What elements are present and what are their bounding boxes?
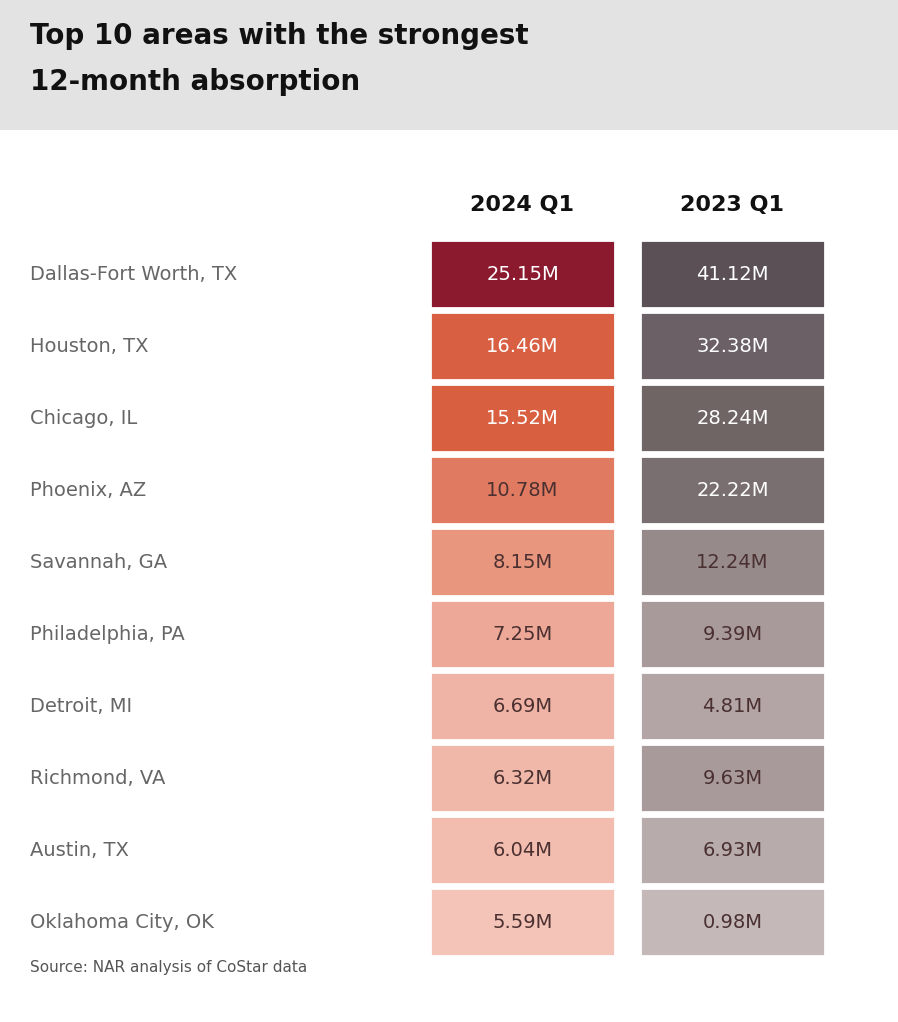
Text: 10.78M: 10.78M [487,480,559,500]
Bar [430,384,615,452]
Text: 22.22M: 22.22M [696,480,769,500]
Text: 15.52M: 15.52M [486,409,559,427]
Text: 6.69M: 6.69M [492,697,552,715]
Bar [640,744,825,812]
Bar [430,816,615,884]
Text: 32.38M: 32.38M [696,336,769,356]
Text: Source: NAR analysis of CoStar data: Source: NAR analysis of CoStar data [30,960,307,975]
Bar [430,888,615,956]
Bar [640,888,825,956]
Text: Austin, TX: Austin, TX [30,840,129,860]
Text: 7.25M: 7.25M [492,624,552,644]
Bar [0,0,898,130]
Bar [430,600,615,668]
Bar [640,312,825,380]
Text: Top 10 areas with the strongest: Top 10 areas with the strongest [30,22,529,50]
Text: Chicago, IL: Chicago, IL [30,409,137,427]
Text: Richmond, VA: Richmond, VA [30,769,165,788]
Bar [430,240,615,308]
Text: 0.98M: 0.98M [702,913,762,931]
Text: Dallas-Fort Worth, TX: Dallas-Fort Worth, TX [30,265,237,283]
Text: 6.32M: 6.32M [492,769,552,788]
Text: 8.15M: 8.15M [492,553,552,571]
Text: Philadelphia, PA: Philadelphia, PA [30,624,185,644]
Text: Oklahoma City, OK: Oklahoma City, OK [30,913,214,931]
Text: 25.15M: 25.15M [486,265,559,283]
Bar [640,528,825,596]
Text: Savannah, GA: Savannah, GA [30,553,167,571]
Text: 28.24M: 28.24M [696,409,769,427]
Bar [430,744,615,812]
Bar [640,384,825,452]
Bar [430,528,615,596]
Text: 2023 Q1: 2023 Q1 [681,195,785,215]
Text: 12-month absorption: 12-month absorption [30,68,360,96]
Bar [640,456,825,524]
Bar [430,456,615,524]
Bar [640,600,825,668]
Text: 6.93M: 6.93M [702,840,762,860]
Text: 2024 Q1: 2024 Q1 [471,195,575,215]
Text: 9.63M: 9.63M [702,769,762,788]
Text: Detroit, MI: Detroit, MI [30,697,132,715]
Text: 5.59M: 5.59M [492,913,552,931]
Text: 12.24M: 12.24M [696,553,769,571]
Bar [640,240,825,308]
Bar [430,672,615,740]
Bar [640,816,825,884]
Bar [430,312,615,380]
Text: 16.46M: 16.46M [486,336,559,356]
Text: Phoenix, AZ: Phoenix, AZ [30,480,146,500]
Text: 41.12M: 41.12M [696,265,769,283]
Text: 4.81M: 4.81M [702,697,762,715]
Bar [640,672,825,740]
Text: 6.04M: 6.04M [492,840,552,860]
Text: 9.39M: 9.39M [702,624,762,644]
Text: Houston, TX: Houston, TX [30,336,148,356]
